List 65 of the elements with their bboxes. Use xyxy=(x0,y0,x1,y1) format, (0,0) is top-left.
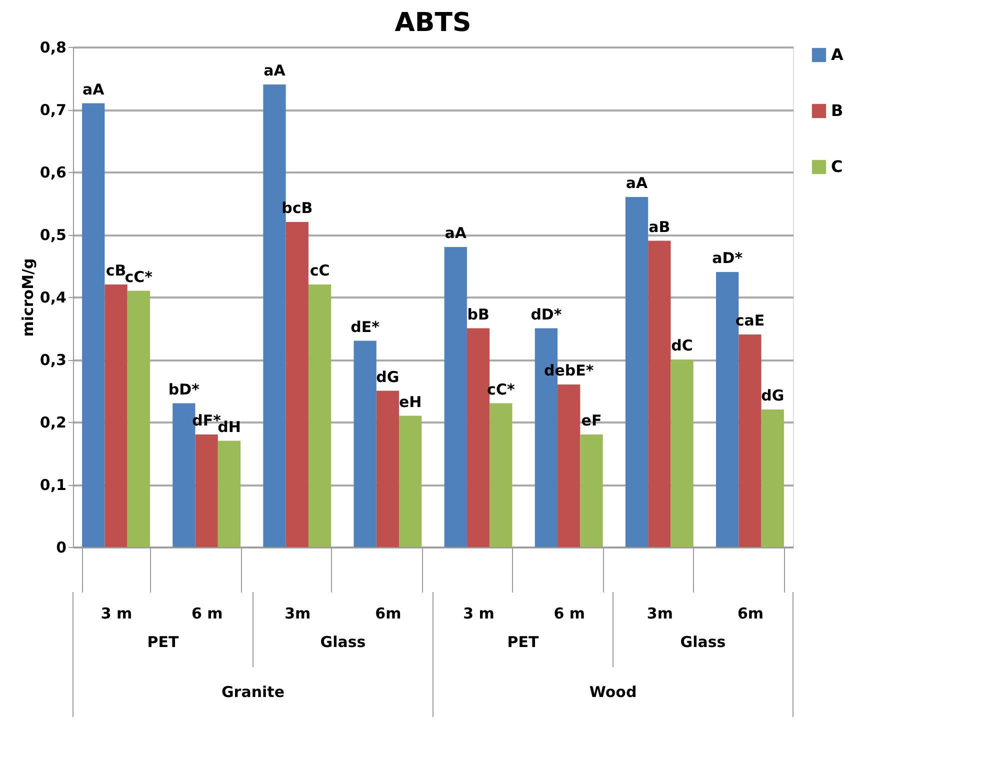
bar xyxy=(625,197,648,547)
y-tick-label: 0,5 xyxy=(40,226,66,244)
text: PET xyxy=(507,633,540,651)
x-tick-label: 6m xyxy=(375,604,402,622)
y-tick-label: 0,8 xyxy=(40,38,66,56)
bar xyxy=(648,240,671,547)
bar xyxy=(127,290,150,547)
data-label: aA xyxy=(444,224,467,242)
y-axis-title: microM/g xyxy=(18,258,37,337)
y-tick-label: 0,2 xyxy=(40,414,66,432)
bar xyxy=(670,360,694,547)
y-tick-label: 0,1 xyxy=(40,476,66,494)
data-label: bB xyxy=(467,305,490,324)
bar xyxy=(195,434,218,547)
x-tick-label: 3m xyxy=(284,604,311,622)
bar xyxy=(399,416,422,547)
chart-title: ABTS xyxy=(394,8,472,38)
data-label: cC* xyxy=(124,268,153,286)
legend-label: C xyxy=(831,157,843,176)
data-label: dG xyxy=(376,368,400,386)
bar xyxy=(354,340,376,547)
bar xyxy=(558,384,580,547)
data-label: dE* xyxy=(350,318,380,336)
data-label: dG xyxy=(761,386,784,404)
bar xyxy=(761,410,784,547)
data-label: cC xyxy=(310,262,330,280)
data-label: aA xyxy=(82,80,105,98)
bar xyxy=(104,284,128,547)
x-tick-label: 6 m xyxy=(554,604,585,622)
y-tick-label: 0,7 xyxy=(40,101,66,119)
x-tick-label: 3m xyxy=(646,604,673,622)
data-label: eF xyxy=(581,412,602,430)
bar xyxy=(490,403,512,547)
data-label: bD* xyxy=(168,380,200,398)
bar xyxy=(308,284,332,547)
legend-label: A xyxy=(831,45,844,64)
bar xyxy=(82,103,105,547)
x-tick-label: 6 m xyxy=(191,604,223,622)
bar xyxy=(376,390,400,547)
data-label: eH xyxy=(398,392,422,411)
data-label: dD* xyxy=(530,305,562,324)
x-tick-label: 3 m xyxy=(463,604,494,622)
data-label: aD* xyxy=(712,249,743,267)
text: Granite xyxy=(222,683,284,701)
legend-label: B xyxy=(831,101,844,120)
bar xyxy=(218,440,241,547)
text: Wood xyxy=(589,683,637,701)
y-tick-label: 0,6 xyxy=(40,164,66,182)
y-tick-label: 0,3 xyxy=(40,351,66,369)
y-tick-label: 0 xyxy=(56,538,66,556)
data-label: aA xyxy=(264,62,286,80)
bar xyxy=(444,247,467,547)
data-label: cB xyxy=(106,262,126,280)
text: Glass xyxy=(680,633,726,651)
data-label: aB xyxy=(648,218,670,236)
data-label: dC xyxy=(671,336,693,354)
text: Glass xyxy=(320,633,366,651)
x-tick-label: 3 m xyxy=(100,604,132,622)
y-tick-label: 0,4 xyxy=(40,288,66,306)
bar xyxy=(286,222,308,547)
x-tick-label: 6m xyxy=(737,604,764,622)
text: PET xyxy=(147,633,180,651)
data-label: aA xyxy=(626,174,648,192)
bar xyxy=(580,434,603,547)
bar xyxy=(738,334,762,547)
